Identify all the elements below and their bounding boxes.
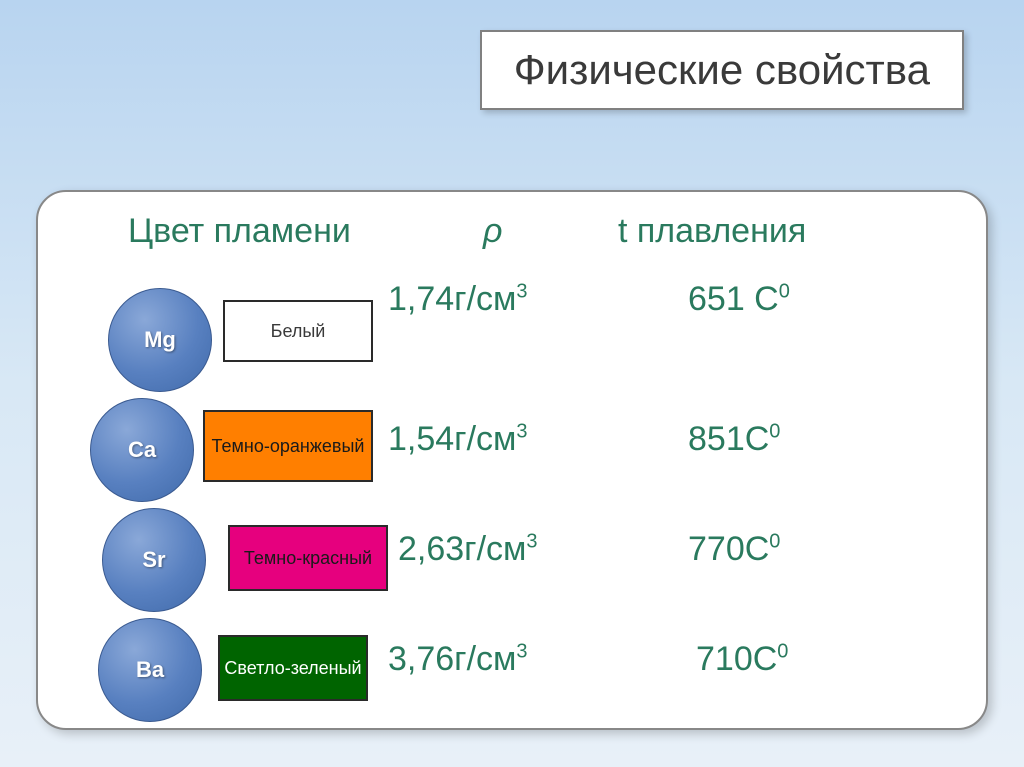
header-flame: Цвет пламени <box>128 212 351 251</box>
flame-color-label: Светло-зеленый <box>224 658 361 679</box>
element-symbol: Ca <box>128 437 156 463</box>
element-circle: Ca <box>90 398 194 502</box>
flame-color-swatch: Светло-зеленый <box>218 635 368 701</box>
element-row: Mg Белый 1,74г/см3 651 С0 <box>88 280 968 380</box>
density-value: 2,63г/см3 <box>398 530 538 569</box>
main-card: Цвет пламени ρ t плавления Mg Белый 1,74г/… <box>36 190 988 730</box>
flame-color-label: Темно-красный <box>244 548 372 569</box>
flame-color-label: Темно-оранжевый <box>212 436 365 457</box>
melting-point-value: 651 С0 <box>688 280 790 319</box>
header-melt: t плавления <box>618 212 806 251</box>
density-value: 1,74г/см3 <box>388 280 528 319</box>
element-symbol: Ba <box>136 657 164 683</box>
header-density: ρ <box>483 212 502 251</box>
melting-point-value: 710С0 <box>696 640 788 679</box>
element-row: Sr Темно-красный 2,63г/см3 770С0 <box>88 500 968 600</box>
flame-color-swatch: Темно-красный <box>228 525 388 591</box>
element-symbol: Mg <box>144 327 176 353</box>
element-symbol: Sr <box>142 547 165 573</box>
density-value: 3,76г/см3 <box>388 640 528 679</box>
density-value: 1,54г/см3 <box>388 420 528 459</box>
element-circle: Sr <box>102 508 206 612</box>
element-circle: Mg <box>108 288 212 392</box>
element-row: Ba Светло-зеленый 3,76г/см3 710С0 <box>88 610 968 710</box>
element-row: Ca Темно-оранжевый 1,54г/см3 851С0 <box>88 390 968 490</box>
flame-color-label: Белый <box>271 321 326 342</box>
melting-point-value: 770С0 <box>688 530 780 569</box>
flame-color-swatch: Белый <box>223 300 373 362</box>
page-title: Физические свойства <box>514 46 930 93</box>
flame-color-swatch: Темно-оранжевый <box>203 410 373 482</box>
melting-point-value: 851С0 <box>688 420 780 459</box>
title-box: Физические свойства <box>480 30 964 110</box>
element-circle: Ba <box>98 618 202 722</box>
